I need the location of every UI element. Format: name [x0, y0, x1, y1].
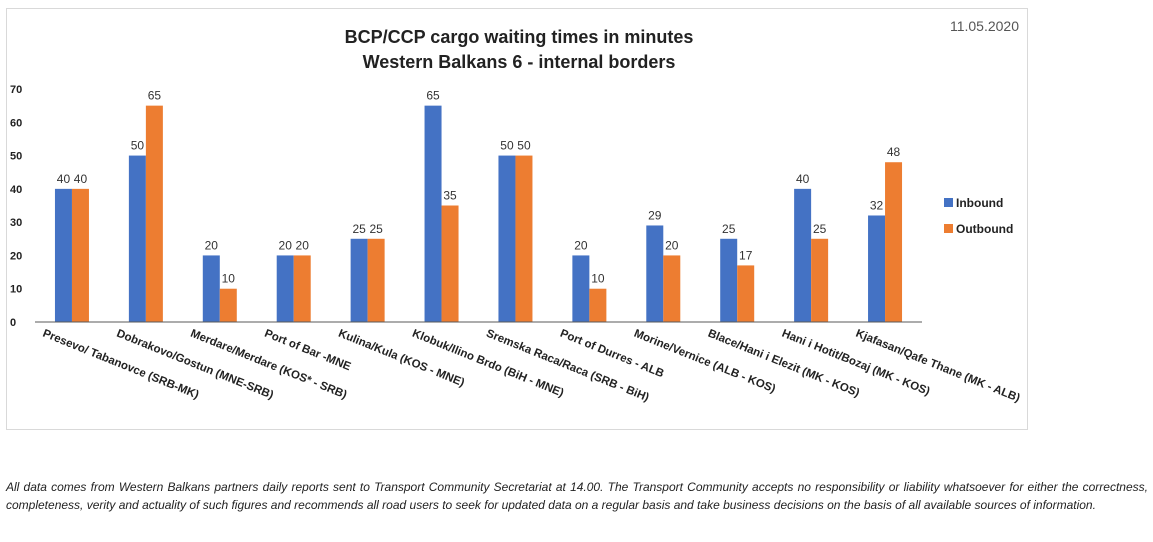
inbound-data-label: 20: [205, 238, 219, 252]
outbound-bar: [145, 105, 163, 323]
outbound-data-label: 48: [887, 145, 901, 159]
y-tick-label: 40: [10, 184, 22, 196]
disclaimer-footnote: All data comes from Western Balkans part…: [6, 480, 1148, 512]
inbound-bar: [868, 215, 886, 322]
outbound-bar: [219, 288, 237, 322]
outbound-data-label: 40: [74, 172, 88, 186]
y-axis-ticks: 0 10 20 30 40 50 60 70: [10, 84, 22, 329]
inbound-bar: [202, 255, 220, 322]
outbound-data-label: 17: [739, 248, 753, 262]
inbound-bar: [498, 155, 516, 322]
inbound-data-label: 25: [722, 222, 736, 236]
category-label: Morine/Vernice (ALB - KOS): [632, 328, 777, 396]
inbound-bar: [720, 238, 738, 322]
inbound-data-label: 40: [57, 172, 71, 186]
outbound-data-label: 65: [148, 89, 162, 103]
inbound-bar: [646, 225, 664, 322]
inbound-data-label: 32: [870, 198, 884, 212]
outbound-bar: [293, 255, 311, 322]
bar-chart: BCP/CCP cargo waiting times in minutes W…: [10, 18, 1022, 405]
outbound-bar: [663, 255, 681, 322]
outbound-bar: [737, 265, 755, 322]
legend-outbound-swatch: [944, 224, 953, 233]
y-tick-label: 30: [10, 217, 22, 229]
inbound-bar: [276, 255, 294, 322]
outbound-data-label: 10: [591, 272, 605, 286]
inbound-bar: [572, 255, 590, 322]
outbound-data-label: 25: [813, 222, 827, 236]
outbound-data-label: 10: [222, 272, 236, 286]
outbound-data-label: 25: [369, 222, 383, 236]
outbound-data-label: 35: [443, 189, 457, 203]
y-tick-label: 20: [10, 250, 22, 262]
y-tick-label: 70: [10, 84, 22, 96]
y-tick-label: 10: [10, 284, 22, 296]
inbound-data-label: 29: [648, 208, 662, 222]
category-labels-group: Presevo/ Tabanovce (SRB-MK)Dobrakovo/Gos…: [41, 328, 1022, 405]
outbound-bar: [589, 288, 607, 322]
inbound-bar: [350, 238, 368, 322]
y-tick-label: 0: [10, 317, 16, 329]
outbound-bar: [441, 205, 459, 322]
y-tick-label: 60: [10, 117, 22, 129]
chart-subtitle: Western Balkans 6 - internal borders: [363, 52, 676, 72]
outbound-bar: [71, 188, 89, 322]
bars-group: [54, 105, 903, 323]
inbound-bar: [424, 105, 442, 323]
inbound-data-label: 40: [796, 172, 810, 186]
outbound-data-label: 20: [665, 238, 679, 252]
inbound-data-label: 25: [352, 222, 366, 236]
inbound-data-label: 20: [279, 238, 293, 252]
chart-title: BCP/CCP cargo waiting times in minutes: [345, 27, 694, 47]
chart-container: BCP/CCP cargo waiting times in minutes W…: [6, 8, 1028, 430]
outbound-bar: [515, 155, 533, 322]
inbound-bar: [794, 188, 812, 322]
legend-inbound-swatch: [944, 198, 953, 207]
outbound-bar: [367, 238, 385, 322]
report-date: 11.05.2020: [950, 18, 1019, 34]
inbound-bar: [54, 188, 72, 322]
inbound-data-label: 50: [500, 139, 514, 153]
outbound-data-label: 20: [296, 238, 310, 252]
legend: Inbound Outbound: [944, 196, 1013, 236]
inbound-bar: [128, 155, 146, 322]
outbound-data-label: 50: [517, 139, 531, 153]
y-tick-label: 50: [10, 151, 22, 163]
inbound-data-label: 65: [426, 89, 440, 103]
category-label: Kulina/Kula (KOS - MNE): [337, 328, 467, 390]
outbound-bar: [811, 238, 829, 322]
inbound-data-label: 50: [131, 139, 145, 153]
legend-inbound-label: Inbound: [956, 196, 1003, 210]
legend-outbound-label: Outbound: [956, 222, 1013, 236]
outbound-bar: [885, 162, 903, 322]
inbound-data-label: 20: [574, 238, 588, 252]
